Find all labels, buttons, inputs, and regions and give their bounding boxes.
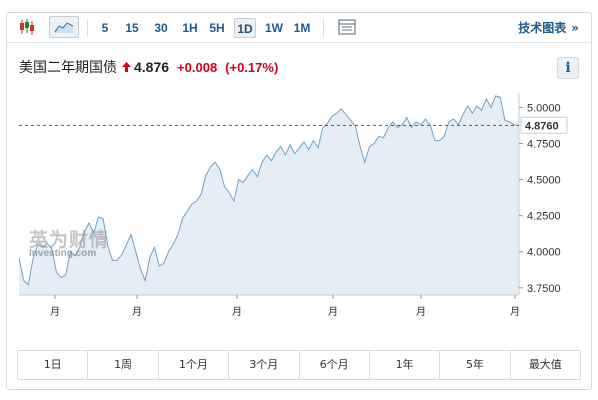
table-layout-icon[interactable] bbox=[335, 16, 359, 38]
y-tick-label: 5.0000 bbox=[527, 102, 561, 114]
x-tick-label: 月 bbox=[132, 306, 142, 318]
timeframe-30[interactable]: 30 bbox=[154, 21, 168, 35]
y-tick-label: 4.0000 bbox=[527, 247, 561, 259]
range-selector: 1日 1周 1个月 3个月 6个月 1年 5年 最大值 bbox=[17, 350, 581, 380]
range-6m[interactable]: 6个月 bbox=[299, 351, 370, 379]
investing-watermark: 英为财情 Investing.com bbox=[29, 225, 109, 259]
y-tick-label: 4.2500 bbox=[527, 211, 561, 223]
watermark-en: Investing.com bbox=[29, 248, 97, 259]
range-1y[interactable]: 1年 bbox=[369, 351, 441, 379]
info-icon[interactable]: i bbox=[557, 57, 579, 79]
x-tick-label: 月 bbox=[232, 306, 242, 318]
x-tick-label: 月 bbox=[510, 306, 520, 318]
last-price: 4.876 bbox=[134, 59, 170, 75]
x-tick-label: 月 bbox=[416, 306, 426, 318]
price-change-percent: (+0.17%) bbox=[225, 60, 279, 75]
timeframe-1m[interactable]: 1M bbox=[293, 21, 311, 35]
range-3m[interactable]: 3个月 bbox=[229, 351, 300, 379]
watermark-cn: 英为财情 bbox=[29, 229, 110, 251]
y-tick-label: 4.5000 bbox=[527, 175, 561, 187]
chart-widget: 5 15 30 1H 5H 1D 1W 1M 技术图表 » 美国二年期国债 4.8… bbox=[6, 12, 592, 390]
area-chart-icon[interactable] bbox=[49, 16, 79, 38]
current-price-label: 4.8760 bbox=[525, 120, 559, 132]
timeframe-5h[interactable]: 5H bbox=[209, 21, 225, 35]
range-max[interactable]: 最大值 bbox=[510, 351, 580, 379]
series-area bbox=[19, 95, 519, 296]
instrument-name: 美国二年期国债 bbox=[19, 60, 117, 76]
timeframe-1w[interactable]: 1W bbox=[265, 21, 283, 35]
double-chevron-right-icon: » bbox=[571, 21, 579, 35]
current-price-marker bbox=[520, 116, 568, 134]
advanced-chart-label: 技术图表 bbox=[518, 21, 567, 35]
up-arrow-icon bbox=[122, 61, 131, 75]
timeframe-5[interactable]: 5 bbox=[101, 21, 109, 35]
x-tick-label: 月 bbox=[328, 306, 338, 318]
series-line bbox=[19, 95, 520, 286]
timeframe-15[interactable]: 15 bbox=[125, 21, 139, 35]
price-change: +0.008 bbox=[177, 60, 218, 75]
advanced-chart-link[interactable]: 技术图表 » bbox=[518, 19, 579, 36]
toolbar-divider bbox=[323, 19, 324, 37]
range-1m[interactable]: 1个月 bbox=[158, 351, 230, 379]
quote-header: 美国二年期国债 4.876 +0.008 (+0.17%) bbox=[19, 57, 278, 79]
timeframe-1d[interactable]: 1D bbox=[234, 18, 256, 38]
price-chart-svg: 5.0000 4.7500 4.5000 4.2500 4.0000 3.7500 4.87… bbox=[19, 93, 568, 318]
range-5y[interactable]: 5年 bbox=[440, 351, 511, 379]
price-chart: 5.0000 4.7500 4.5000 4.2500 4.0000 3.7500 4.87… bbox=[19, 89, 583, 339]
range-1w[interactable]: 1周 bbox=[88, 351, 159, 379]
range-1d[interactable]: 1日 bbox=[18, 351, 89, 379]
timeframe-1h[interactable]: 1H bbox=[182, 21, 198, 35]
x-tick-label: 月 bbox=[50, 306, 60, 318]
y-tick-label: 4.7500 bbox=[527, 139, 561, 151]
toolbar-divider bbox=[87, 19, 88, 37]
candlestick-icon[interactable] bbox=[15, 16, 39, 38]
y-tick-label: 3.7500 bbox=[527, 283, 561, 295]
chart-toolbar: 5 15 30 1H 5H 1D 1W 1M 技术图表 » bbox=[7, 13, 591, 43]
